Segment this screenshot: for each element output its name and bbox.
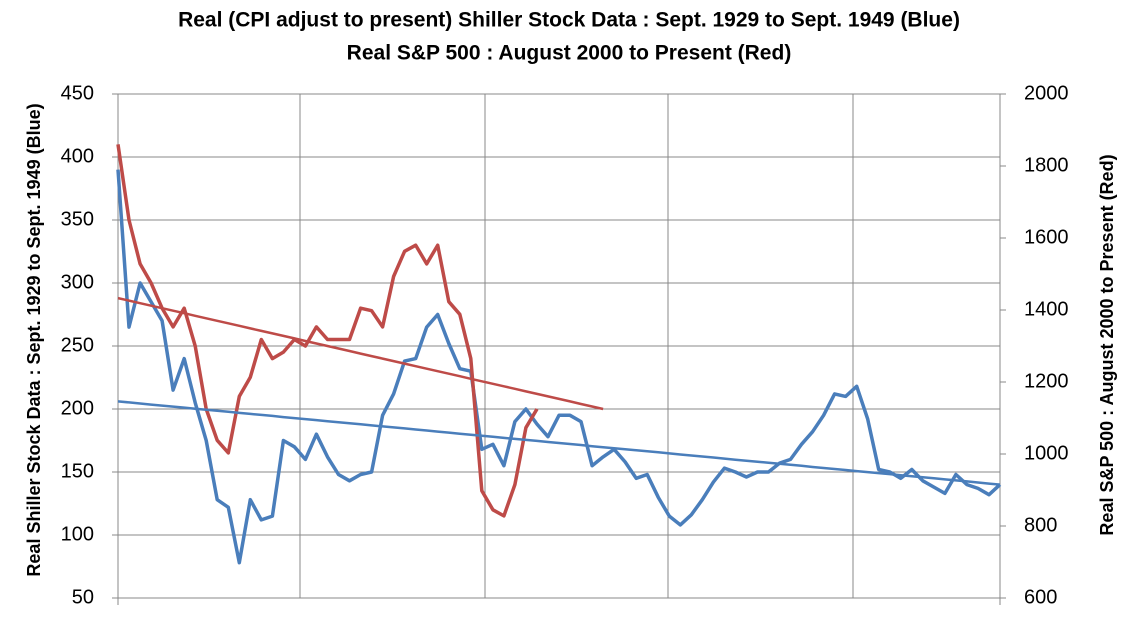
trend-line (117, 400, 1001, 486)
y2-axis-label: Real S&P 500 : August 2000 to Present (R… (1097, 154, 1117, 535)
y2-tick-label: 1400 (1024, 298, 1069, 320)
chart-subtitle: Real S&P 500 : August 2000 to Present (R… (347, 42, 792, 65)
y-tick-label: 150 (61, 460, 94, 482)
chart-title: Real (CPI adjust to present) Shiller Sto… (178, 9, 960, 32)
y-tick-label: 100 (61, 523, 94, 545)
y-tick-label: 50 (72, 586, 94, 608)
y-tick-label: 450 (61, 82, 94, 104)
y-tick-label: 350 (61, 208, 94, 230)
y-tick-label: 400 (61, 145, 94, 167)
y-tick-label: 250 (61, 334, 94, 356)
y-tick-label: 200 (61, 397, 94, 419)
y2-tick-label: 2000 (1024, 82, 1069, 104)
y2-tick-label: 600 (1024, 586, 1057, 608)
series-line (116, 169, 1002, 565)
y2-tick-label: 1000 (1024, 442, 1069, 464)
y2-tick-label: 1600 (1024, 226, 1069, 248)
y2-tick-label: 1200 (1024, 370, 1069, 392)
y2-tick-label: 800 (1024, 514, 1057, 536)
series-line (116, 144, 539, 518)
trend-line (117, 296, 604, 411)
y2-tick-label: 1800 (1024, 154, 1069, 176)
y-tick-label: 300 (61, 271, 94, 293)
y-axis-label: Real Shiller Stock Data : Sept. 1929 to … (24, 103, 44, 576)
